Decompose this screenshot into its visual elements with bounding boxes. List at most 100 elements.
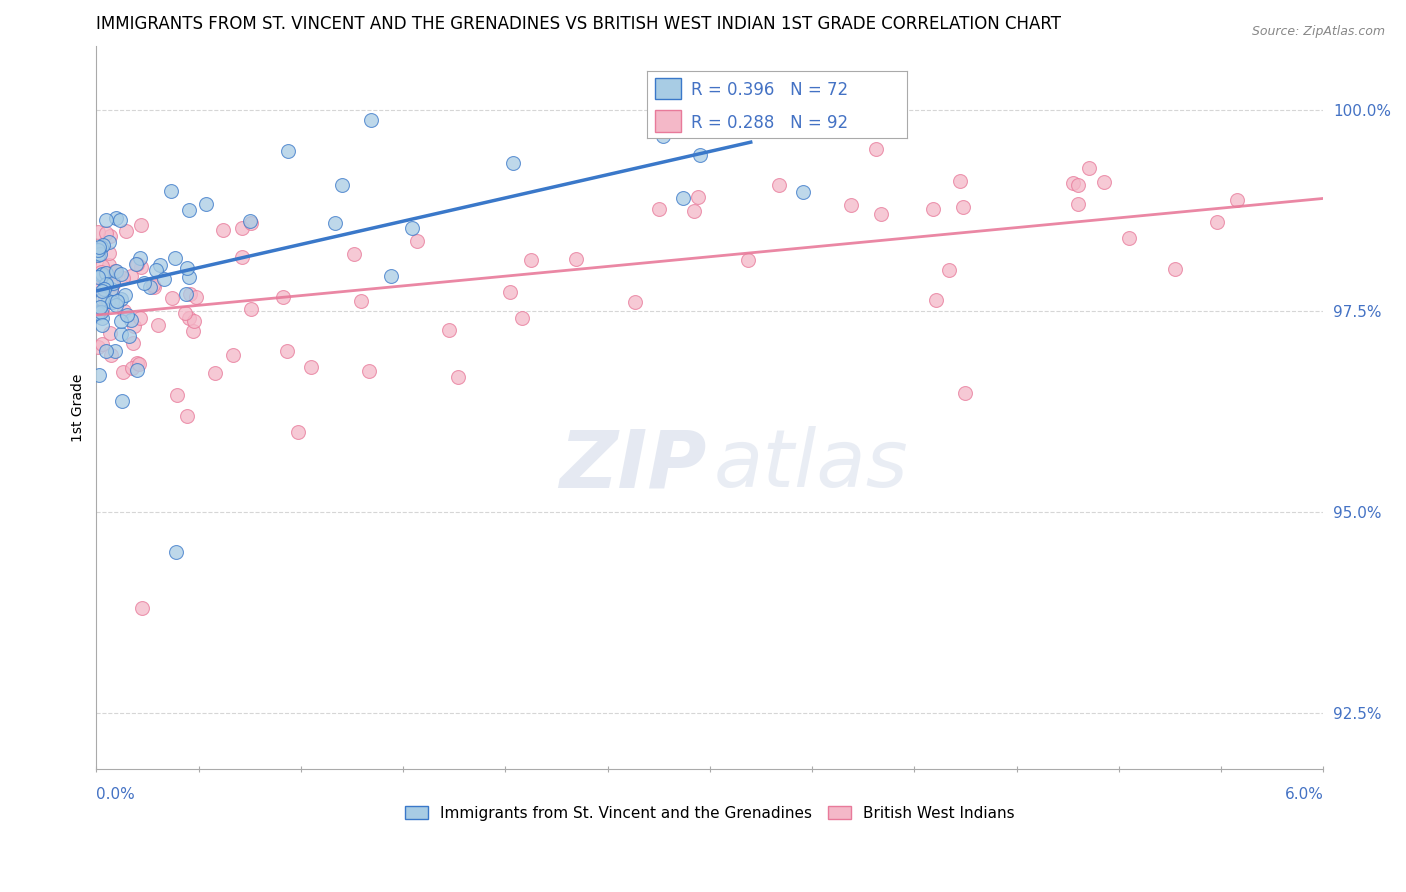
Point — [129, 310, 152, 325]
Point — [94, 277, 117, 292]
Point — [110, 267, 132, 281]
Point — [277, 144, 299, 158]
Point — [565, 252, 588, 266]
Point — [98, 326, 121, 340]
Point — [222, 348, 245, 362]
Point — [925, 293, 948, 308]
Point — [952, 200, 974, 214]
Point — [93, 282, 115, 296]
Point — [145, 262, 167, 277]
Point — [623, 295, 645, 310]
Point — [938, 263, 960, 277]
Point — [869, 207, 891, 221]
Point — [179, 287, 201, 301]
Point — [129, 218, 152, 232]
Point — [160, 184, 183, 198]
Point — [737, 252, 759, 267]
Point — [174, 305, 197, 319]
Point — [87, 243, 110, 257]
Point — [211, 222, 233, 236]
Point — [104, 264, 127, 278]
Point — [122, 336, 145, 351]
Point — [97, 246, 120, 260]
Point — [239, 217, 262, 231]
Point — [87, 240, 110, 254]
Point — [105, 294, 128, 309]
Point — [103, 277, 125, 292]
Point — [922, 202, 945, 217]
Point — [127, 356, 149, 370]
Point — [90, 259, 112, 273]
Point — [90, 337, 112, 351]
Point — [195, 197, 218, 211]
Point — [153, 272, 176, 286]
Point — [87, 282, 110, 296]
Point — [1066, 197, 1088, 211]
Point — [1206, 215, 1229, 229]
Point — [406, 234, 429, 248]
Point — [97, 294, 120, 309]
Point — [176, 260, 198, 275]
Y-axis label: 1st Grade: 1st Grade — [72, 373, 86, 442]
Legend: Immigrants from St. Vincent and the Grenadines, British West Indians: Immigrants from St. Vincent and the Gren… — [399, 799, 1021, 827]
Text: 0.0%: 0.0% — [97, 788, 135, 803]
Point — [104, 298, 127, 312]
Point — [91, 284, 114, 298]
Point — [271, 290, 294, 304]
Point — [502, 156, 524, 170]
Point — [360, 112, 382, 127]
Text: atlas: atlas — [713, 426, 908, 504]
Point — [1062, 176, 1084, 190]
Point — [104, 266, 127, 280]
Point — [111, 365, 134, 379]
Point — [682, 204, 704, 219]
Point — [114, 224, 136, 238]
Point — [131, 601, 153, 615]
Point — [87, 247, 110, 261]
Point — [177, 311, 200, 326]
Text: R = 0.396   N = 72: R = 0.396 N = 72 — [690, 81, 848, 99]
Point — [89, 301, 111, 315]
Point — [125, 257, 148, 271]
Point — [87, 368, 110, 383]
Point — [90, 318, 112, 333]
Point — [179, 202, 201, 217]
Point — [231, 221, 253, 235]
Point — [101, 286, 124, 301]
Point — [330, 178, 353, 192]
Point — [90, 305, 112, 319]
Point — [90, 240, 112, 254]
Point — [688, 190, 710, 204]
Point — [103, 344, 125, 359]
Point — [90, 267, 112, 281]
Point — [1118, 231, 1140, 245]
Point — [1164, 261, 1187, 276]
Point — [165, 545, 187, 559]
Point — [142, 277, 165, 292]
Point — [865, 142, 887, 156]
Point — [110, 327, 132, 342]
Point — [96, 227, 118, 241]
Point — [323, 216, 346, 230]
Point — [357, 364, 380, 378]
Point — [100, 348, 122, 362]
Point — [953, 386, 976, 401]
Point — [97, 235, 120, 250]
Point — [380, 268, 402, 283]
Point — [127, 362, 149, 376]
Point — [652, 129, 675, 144]
Point — [110, 314, 132, 328]
Point — [1078, 161, 1101, 175]
Point — [174, 287, 197, 301]
Point — [94, 292, 117, 306]
Point — [343, 246, 366, 260]
Text: ZIP: ZIP — [558, 426, 706, 504]
Point — [165, 252, 187, 266]
Point — [149, 258, 172, 272]
Point — [447, 370, 470, 384]
Point — [111, 270, 134, 285]
Point — [181, 324, 204, 338]
Point — [239, 214, 262, 228]
Point — [120, 313, 142, 327]
Point — [160, 291, 183, 305]
